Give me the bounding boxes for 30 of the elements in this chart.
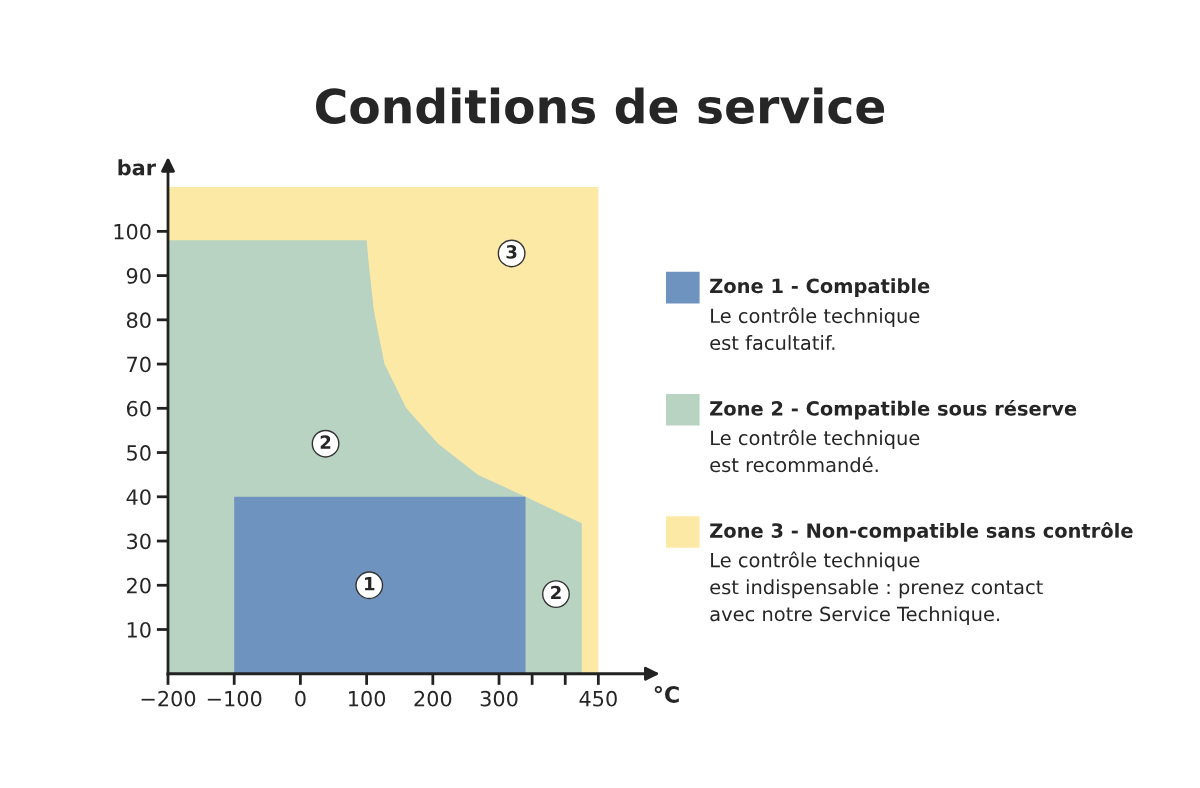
y-tick-label: 100	[114, 223, 151, 240]
chart-title: Conditions de service	[315, 87, 885, 125]
y-tick-label: 70	[127, 356, 151, 373]
text: Le contrôle technique est recommandé.	[710, 429, 920, 473]
x-tick-label: 0	[295, 690, 306, 707]
text: Le contrôle technique est indispensable : prenez contact avec notre Service Technique.	[710, 551, 1043, 626]
y-tick-label: 20	[127, 577, 151, 594]
x-tick-label: 200	[414, 690, 452, 707]
y-tick-label: 30	[127, 533, 151, 550]
x-tick-label: −200	[141, 690, 196, 707]
text: Le contrôle technique est facultatif.	[710, 307, 920, 351]
y-axis-title: bar	[118, 159, 156, 176]
annotation: 2	[320, 435, 331, 449]
annotation: 2	[551, 585, 561, 600]
y-tick-label: 90	[126, 268, 151, 284]
y-tick-label: 40	[126, 489, 151, 505]
annotation: 1	[365, 577, 375, 591]
legend-label: Zone 1 - Compatible	[710, 278, 930, 298]
y-tick-label: 60	[126, 400, 151, 417]
y-tick-label: 10	[127, 621, 151, 638]
legend-label: Zone 3 - Non-compatible sans contrôle	[710, 522, 1133, 542]
x-tick-label: −100	[207, 690, 262, 707]
legend-label: Zone 2 - Compatible sous réserve	[710, 399, 1077, 420]
annotation: 3	[506, 245, 517, 259]
y-tick-label: 50	[127, 445, 151, 461]
x-tick-label: 450	[579, 690, 617, 707]
x-tick-label: 300	[480, 690, 518, 707]
x-axis-title: °C	[654, 685, 679, 703]
y-tick-label: 80	[126, 312, 151, 329]
x-tick-label: 100	[349, 690, 386, 707]
